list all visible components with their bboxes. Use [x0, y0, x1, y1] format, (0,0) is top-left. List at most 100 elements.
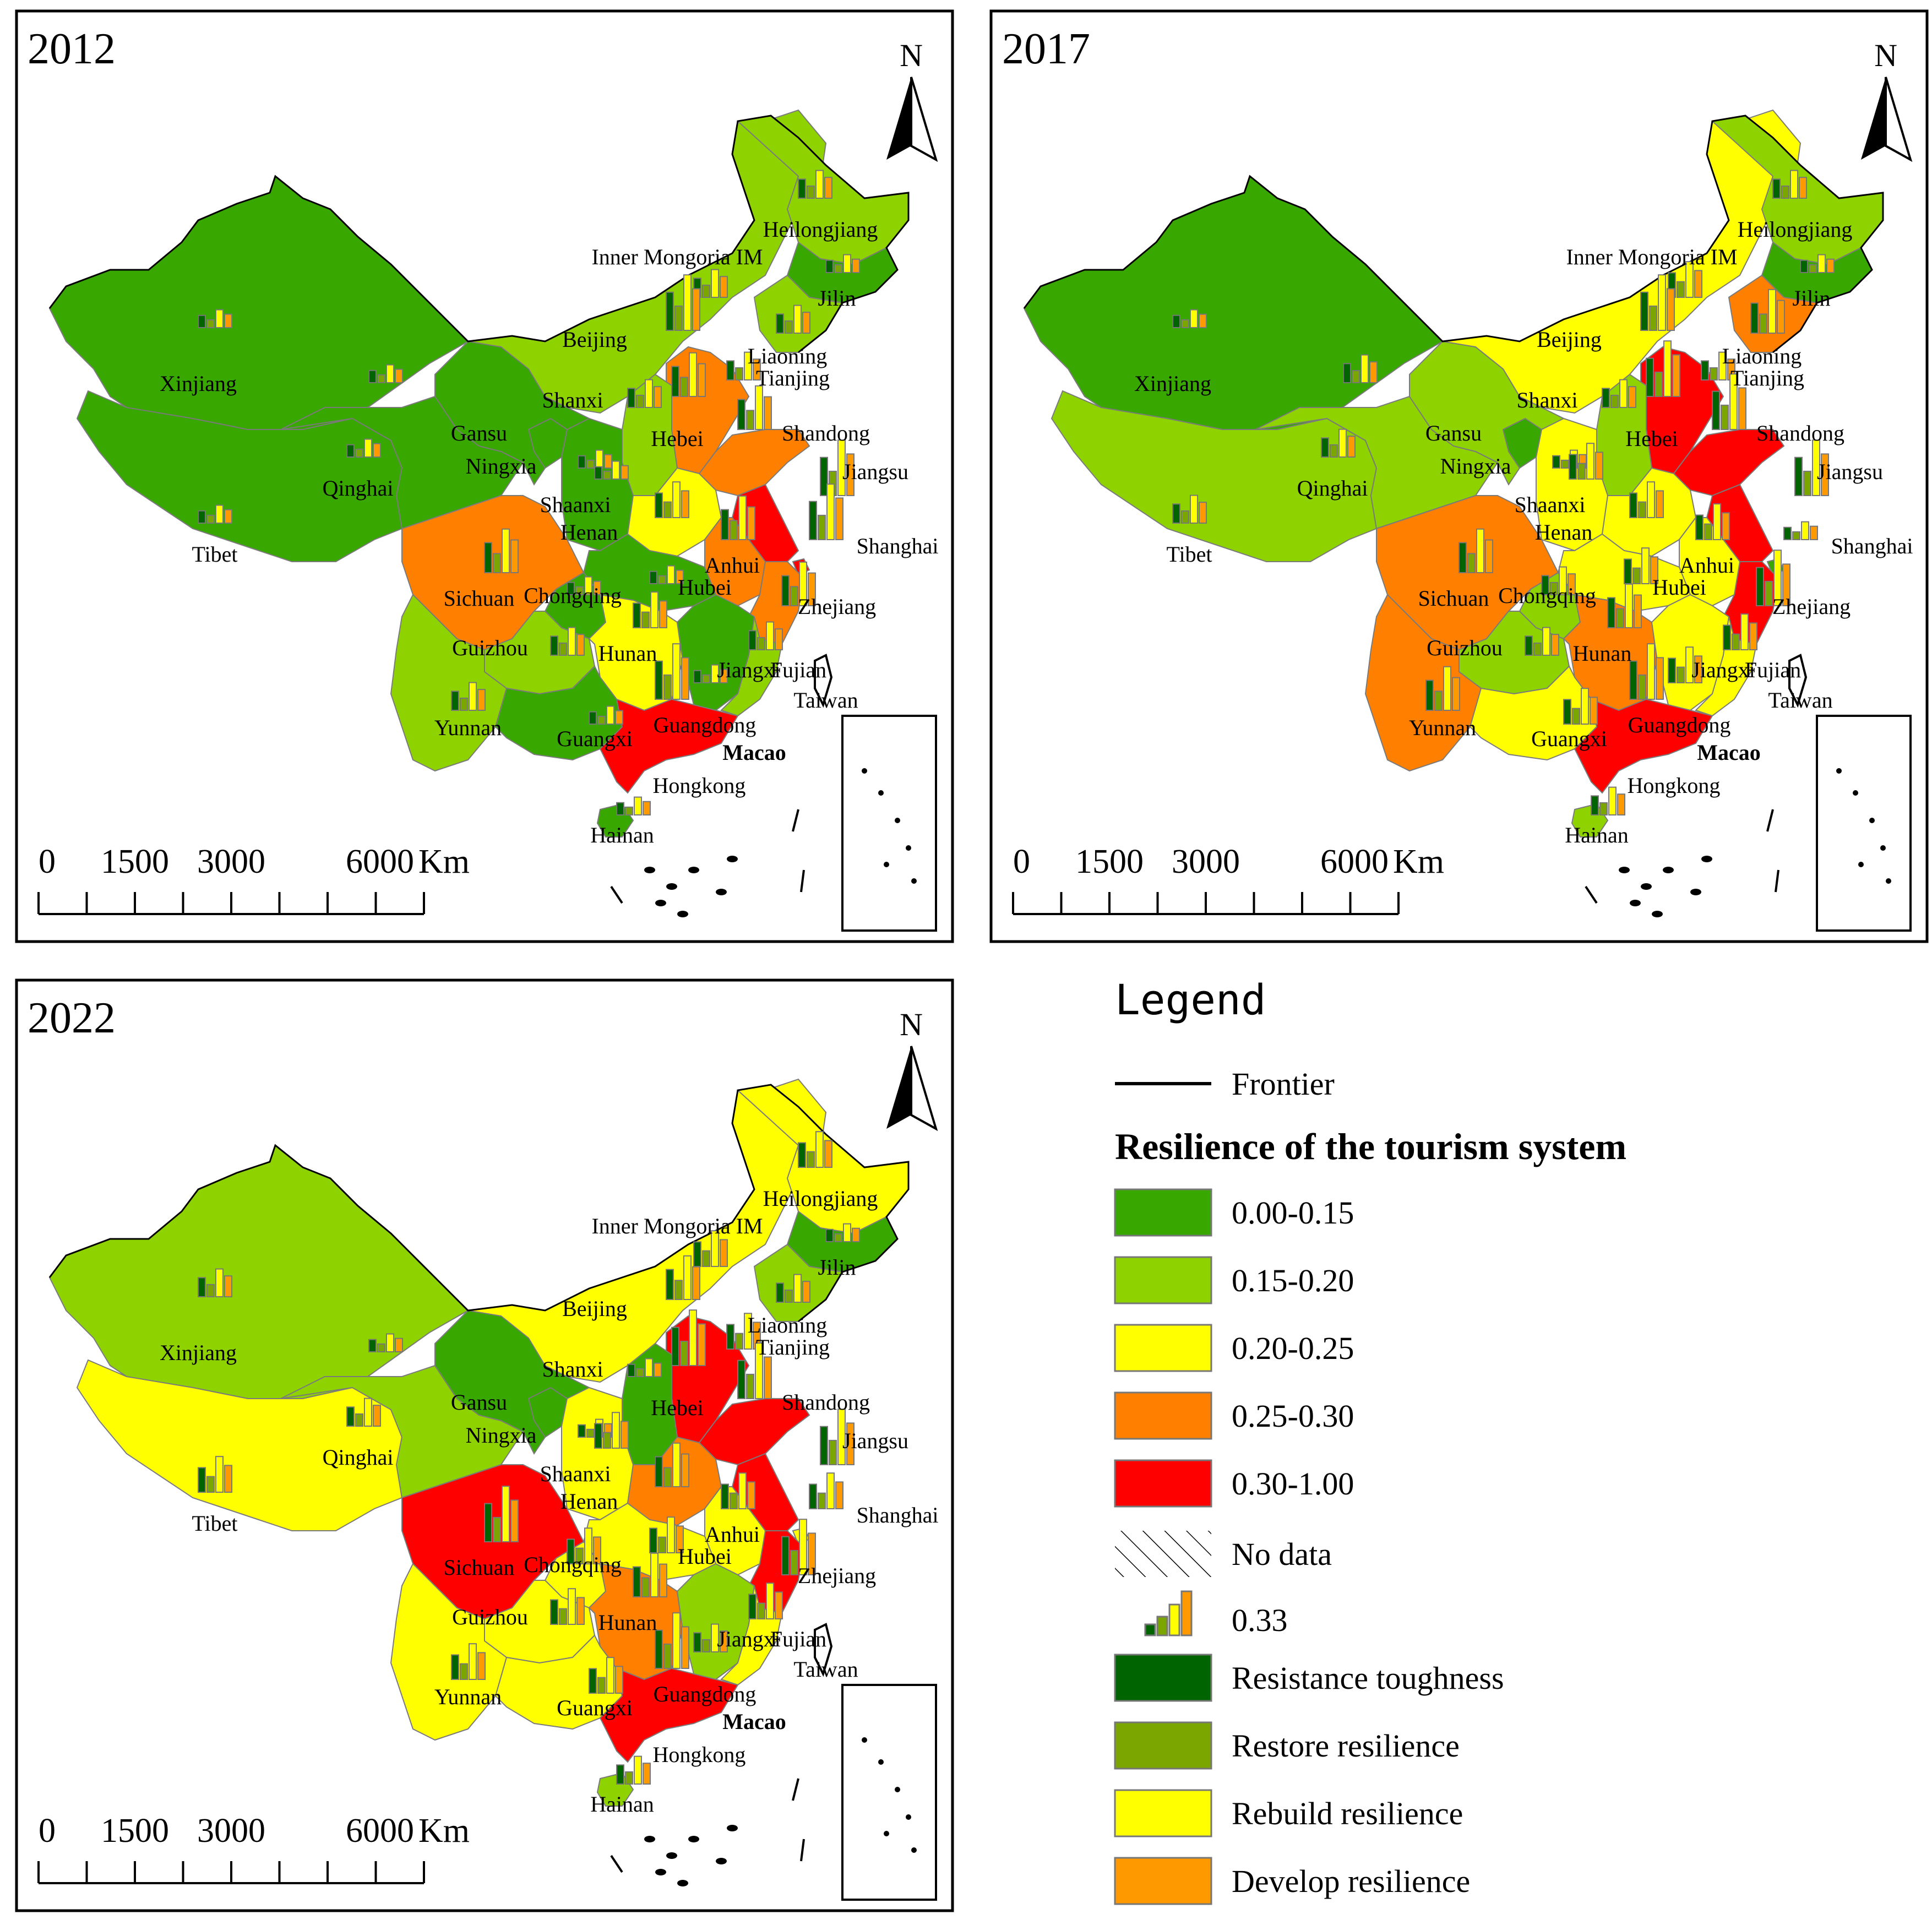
bar-guangxi-0 [589, 1668, 597, 1694]
bar-yunnan-2 [1443, 666, 1451, 711]
label-henan: Henan [560, 520, 618, 545]
label-xinjiang: Xinjiang [160, 371, 237, 396]
bar-hunan-1 [641, 1577, 650, 1597]
no-data-label: No data [1232, 1536, 1332, 1572]
bar-fujian-1 [757, 1602, 765, 1620]
bar-hunan-3 [659, 600, 667, 629]
bar-yunnan-1 [460, 697, 468, 711]
bar-fujian-1 [1732, 633, 1740, 651]
bar-liaoning-3 [802, 312, 810, 334]
label-hunan: Hunan [1573, 641, 1632, 666]
bar-heilongjiang-2 [815, 170, 824, 199]
bar-heilongjiang-0 [798, 178, 806, 199]
bar-shanghai-2 [826, 1472, 835, 1510]
bar-jilin-0 [825, 259, 834, 274]
bar-shaanxi-3 [1595, 452, 1603, 480]
island-mark [644, 1836, 655, 1842]
bar-guangdong-2 [1647, 643, 1655, 700]
bar-hubei-2 [1641, 547, 1650, 585]
bar-hainan-3 [1617, 793, 1625, 815]
island-mark [727, 1825, 738, 1831]
bar-sichuan-0 [484, 1503, 492, 1543]
bar-hebei-2 [689, 352, 697, 397]
label-shanghai: Shanghai [1831, 534, 1913, 558]
scale-label: 1500 [1075, 843, 1144, 880]
bar-fujian-2 [766, 621, 774, 650]
label-hebei: Hebei [651, 426, 704, 451]
bar-jiangxi-3 [720, 1630, 728, 1652]
bar-tibet-0 [1172, 503, 1180, 524]
bar-sichuan-2 [1476, 528, 1484, 573]
province-guangdong [599, 698, 739, 794]
label-im: Inner Mongoria IM [1566, 244, 1737, 269]
bar-guangxi-0 [1563, 699, 1571, 725]
map-panel-2022: 2022 Xinjiang Tibet Qinghai Gansu Ningxia Inne… [15, 978, 954, 1912]
bar-shaanxi-0 [1569, 454, 1577, 480]
bar-tianjin-0 [726, 360, 734, 380]
bar-hainan-2 [634, 1755, 642, 1785]
series-swatch [1114, 1721, 1212, 1770]
province-qinghai [280, 1364, 524, 1499]
legend-swatch [1114, 1188, 1212, 1237]
bar-tianjin-1 [735, 367, 743, 381]
island-mark [727, 856, 738, 862]
province-labels: Xinjiang Tibet Qinghai Gansu Ningxia Inner Mo… [1134, 217, 1913, 847]
legend-no-data: No data [1115, 1531, 1332, 1577]
bar-hunan-1 [641, 611, 650, 629]
label-henan: Henan [1535, 520, 1592, 545]
label-sichuan: Sichuan [444, 1555, 515, 1580]
bar-heilongjiang-3 [824, 177, 832, 199]
bar-chongqing-1 [1550, 581, 1558, 595]
bar-guangxi-1 [1572, 708, 1580, 725]
south-sea-inset [1816, 715, 1912, 932]
series-swatch [1114, 1654, 1212, 1702]
label-hunan: Hunan [598, 641, 657, 666]
bar-guangdong-2 [672, 1612, 681, 1669]
inset-island [911, 878, 917, 884]
bar-fujian-3 [775, 1591, 783, 1620]
island-mark [666, 1852, 677, 1859]
label-jiangsu: Jiangsu [842, 1428, 908, 1453]
inset-island [895, 818, 900, 823]
label-yunnan: Yunnan [434, 1684, 502, 1709]
bar-jiangsu-1 [1803, 470, 1811, 497]
bar-liaoning-1 [785, 1289, 793, 1303]
island-mark [1652, 911, 1663, 917]
label-anhui: Anhui [1679, 553, 1734, 578]
bar-henan-2 [672, 1442, 681, 1487]
label-hongkong: Hongkong [653, 773, 746, 798]
bar-chart-layer [198, 1131, 860, 1785]
bar-hebei-3 [698, 363, 706, 397]
bar-shanxi-0 [627, 388, 635, 408]
bar-hebei-3 [1672, 354, 1680, 398]
bar-beijing-1 [674, 1280, 683, 1300]
bar-beijing-3 [692, 1266, 700, 1300]
bar-guizhou-1 [559, 642, 567, 656]
bar-hebei-2 [1663, 340, 1672, 398]
province-guangdong [599, 1667, 739, 1763]
bar-guangdong-3 [681, 1626, 689, 1670]
bar-jiangxi-1 [1677, 666, 1685, 684]
bar-hebei-0 [671, 1326, 679, 1367]
label-qinghai: Qinghai [1297, 476, 1368, 501]
bar-shandong-1 [746, 410, 754, 430]
bar-shandong-0 [1712, 390, 1720, 431]
frontier-line [48, 1084, 910, 1323]
nine-dash-segment [1585, 809, 1779, 904]
bar-guizhou-2 [1542, 627, 1550, 656]
bar-gansu-1 [377, 1343, 385, 1353]
bar-shandong-3 [764, 396, 772, 430]
label-jilin: Jilin [818, 286, 856, 311]
bar-qinghai-1 [1330, 444, 1338, 458]
bar-beijing-2 [683, 274, 692, 331]
bar-hunan-2 [650, 1552, 658, 1598]
label-qinghai: Qinghai [323, 1445, 394, 1470]
label-shandong: Shandong [1756, 421, 1844, 445]
label-jiangxi: Jiangxi [1691, 657, 1755, 682]
inset-island [911, 1847, 917, 1853]
bar-im-3 [1694, 270, 1702, 298]
bar-guizhou-3 [576, 634, 585, 656]
label-shanxi: Shanxi [542, 388, 603, 412]
scale-bar: 0 1500 3000 6000 Km [1012, 843, 1444, 915]
